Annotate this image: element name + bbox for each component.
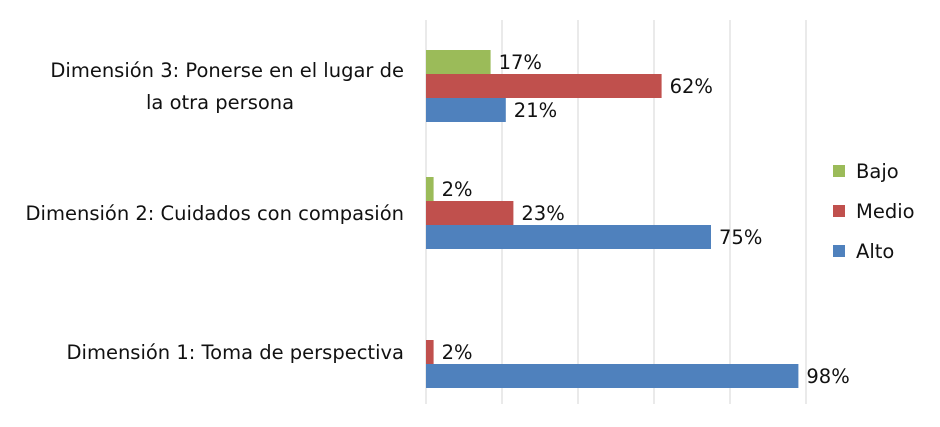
- category-label-dim3-line2: la otra persona: [146, 91, 294, 114]
- data-label-bajo-dim2: 2%: [442, 178, 473, 201]
- bar-medio-dim2: [426, 201, 514, 225]
- legend-label-medio: Medio: [856, 200, 915, 223]
- data-label-alto-dim3: 21%: [514, 99, 557, 122]
- bar-medio-dim3: [426, 74, 662, 98]
- category-label-dim3-line1: Dimensión 3: Ponerse en el lugar de: [50, 59, 404, 82]
- bar-medio-dim1: [426, 340, 434, 364]
- legend-swatch-medio: [833, 205, 845, 217]
- data-label-alto-dim1: 98%: [806, 365, 849, 388]
- data-label-medio-dim3: 62%: [670, 75, 713, 98]
- legend: Bajo Medio Alto: [833, 160, 915, 263]
- data-label-bajo-dim3: 17%: [499, 51, 542, 74]
- data-label-medio-dim2: 23%: [521, 202, 564, 225]
- legend-label-bajo: Bajo: [856, 160, 899, 183]
- bar-bajo-dim3: [426, 50, 491, 74]
- data-label-alto-dim2: 75%: [719, 226, 762, 249]
- bar-alto-dim2: [426, 225, 711, 249]
- legend-swatch-alto: [833, 245, 845, 257]
- bars: 2% 98% 2% 23% 75% 17% 62% 21%: [426, 50, 850, 388]
- bar-alto-dim3: [426, 98, 506, 122]
- legend-label-alto: Alto: [856, 240, 894, 263]
- data-label-medio-dim1: 2%: [442, 341, 473, 364]
- bar-bajo-dim2: [426, 177, 434, 201]
- legend-swatch-bajo: [833, 165, 845, 177]
- category-label-dim1-line1: Dimensión 1: Toma de perspectiva: [67, 341, 404, 364]
- bar-alto-dim1: [426, 364, 799, 388]
- category-labels: Dimensión 1: Toma de perspectiva Dimensió…: [26, 59, 404, 364]
- category-label-dim2-line1: Dimensión 2: Cuidados con compasión: [26, 202, 404, 225]
